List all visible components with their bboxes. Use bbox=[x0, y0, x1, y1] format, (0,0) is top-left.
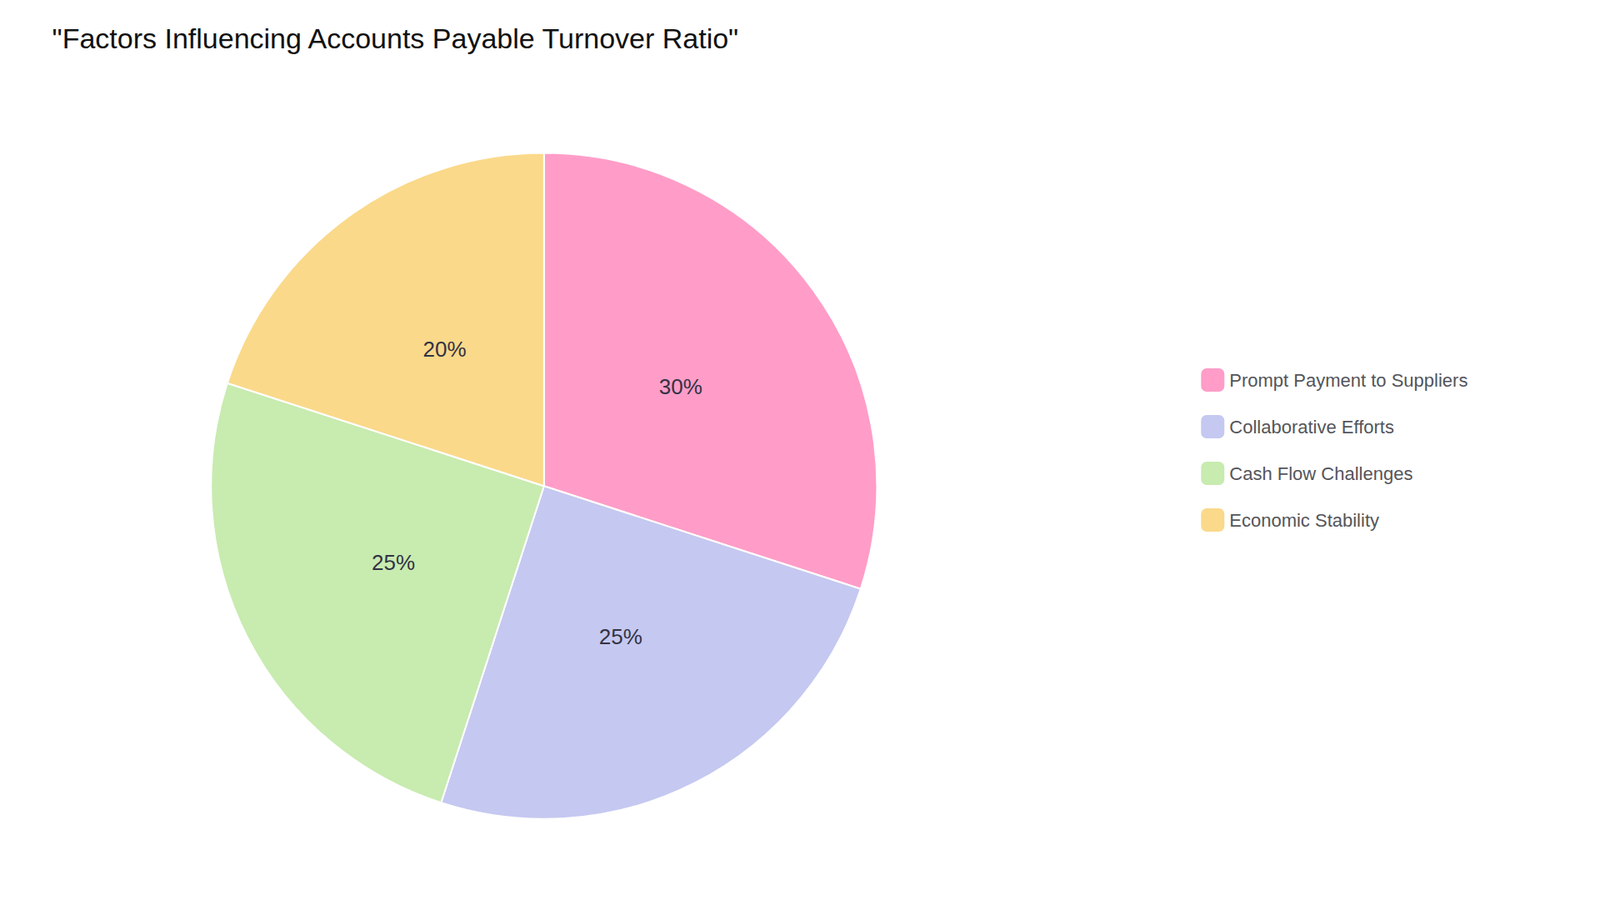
svg-text:25%: 25% bbox=[371, 550, 415, 575]
svg-text:20%: 20% bbox=[423, 336, 467, 362]
svg-text:Economic Stability: Economic Stability bbox=[1229, 510, 1380, 531]
svg-text:"Factors Influencing Accounts: "Factors Influencing Accounts Payable Tu… bbox=[52, 22, 740, 55]
svg-text:25%: 25% bbox=[599, 624, 643, 650]
svg-text:Cash Flow Challenges: Cash Flow Challenges bbox=[1229, 463, 1413, 485]
svg-text:Collaborative Efforts: Collaborative Efforts bbox=[1229, 416, 1395, 438]
svg-text:30%: 30% bbox=[659, 374, 703, 400]
svg-text:Prompt Payment to Suppliers: Prompt Payment to Suppliers bbox=[1229, 370, 1468, 391]
